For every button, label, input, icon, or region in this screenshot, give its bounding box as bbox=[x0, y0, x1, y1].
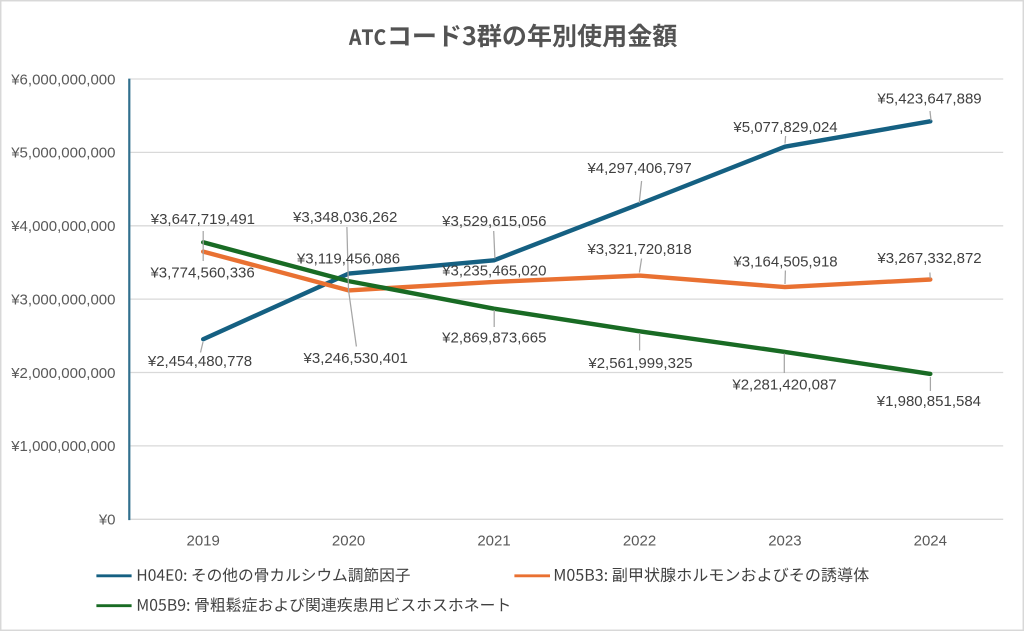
svg-text:¥3,000,000,000: ¥3,000,000,000 bbox=[10, 291, 115, 308]
svg-text:¥3,348,036,262: ¥3,348,036,262 bbox=[292, 209, 397, 226]
svg-text:2024: 2024 bbox=[914, 533, 947, 550]
svg-text:¥1,000,000,000: ¥1,000,000,000 bbox=[10, 438, 115, 455]
svg-text:¥3,529,615,056: ¥3,529,615,056 bbox=[441, 213, 546, 230]
svg-text:2020: 2020 bbox=[332, 533, 365, 550]
svg-text:¥2,000,000,000: ¥2,000,000,000 bbox=[10, 365, 115, 382]
svg-text:¥3,774,560,336: ¥3,774,560,336 bbox=[149, 265, 254, 282]
svg-text:¥5,000,000,000: ¥5,000,000,000 bbox=[10, 145, 115, 162]
svg-text:¥1,980,851,584: ¥1,980,851,584 bbox=[876, 393, 981, 410]
svg-text:¥3,321,720,818: ¥3,321,720,818 bbox=[586, 241, 691, 258]
svg-text:2019: 2019 bbox=[187, 533, 220, 550]
svg-text:¥2,281,420,087: ¥2,281,420,087 bbox=[731, 377, 836, 394]
svg-text:¥0: ¥0 bbox=[98, 512, 116, 529]
svg-text:¥5,077,829,024: ¥5,077,829,024 bbox=[732, 119, 837, 136]
svg-text:2021: 2021 bbox=[477, 533, 510, 550]
svg-text:¥2,561,999,325: ¥2,561,999,325 bbox=[587, 355, 692, 372]
svg-text:¥2,869,873,665: ¥2,869,873,665 bbox=[441, 330, 546, 347]
svg-text:2022: 2022 bbox=[623, 533, 656, 550]
svg-text:¥3,119,456,086: ¥3,119,456,086 bbox=[296, 251, 400, 268]
svg-text:¥6,000,000,000: ¥6,000,000,000 bbox=[10, 71, 115, 88]
svg-text:¥3,164,505,918: ¥3,164,505,918 bbox=[732, 254, 837, 271]
svg-text:¥5,423,647,889: ¥5,423,647,889 bbox=[876, 91, 981, 108]
svg-text:¥3,267,332,872: ¥3,267,332,872 bbox=[876, 250, 981, 267]
svg-text:¥3,246,530,401: ¥3,246,530,401 bbox=[303, 350, 408, 367]
svg-text:¥3,647,719,491: ¥3,647,719,491 bbox=[150, 211, 255, 228]
svg-text:¥4,297,406,797: ¥4,297,406,797 bbox=[586, 160, 691, 177]
svg-text:2023: 2023 bbox=[768, 533, 801, 550]
svg-text:¥4,000,000,000: ¥4,000,000,000 bbox=[10, 218, 115, 235]
svg-text:¥2,454,480,778: ¥2,454,480,778 bbox=[147, 353, 252, 370]
svg-text:¥3,235,465,020: ¥3,235,465,020 bbox=[441, 263, 546, 280]
